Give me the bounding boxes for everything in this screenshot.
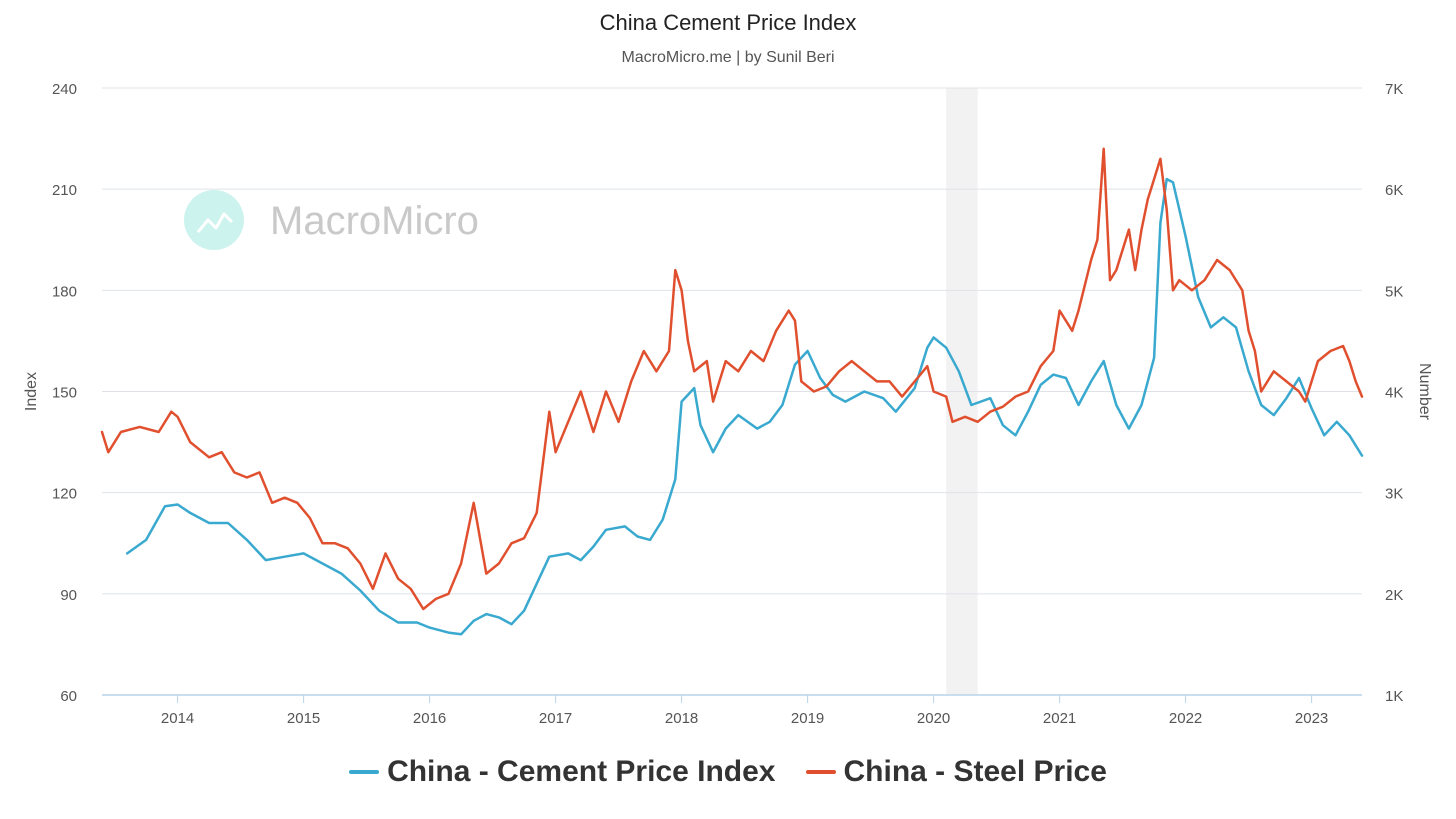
y-right-tick-label: 5K bbox=[1385, 283, 1403, 300]
chart-subtitle: MacroMicro.me | by Sunil Beri bbox=[621, 49, 835, 66]
legend: China - Cement Price Index China - Steel… bbox=[0, 755, 1456, 789]
legend-item-cement[interactable]: China - Cement Price Index bbox=[349, 755, 776, 789]
y-left-axis-title: Index bbox=[23, 372, 40, 411]
series-line-cement[interactable] bbox=[125, 177, 1364, 636]
x-tick-label: 2019 bbox=[791, 710, 824, 727]
x-tick-label: 2017 bbox=[539, 710, 572, 727]
y-left-tick-label: 210 bbox=[52, 182, 77, 199]
series-line-steel[interactable] bbox=[100, 147, 1364, 611]
y-right-tick-label: 4K bbox=[1385, 385, 1403, 402]
y-left-tick-label: 180 bbox=[52, 283, 77, 300]
x-tick-label: 2016 bbox=[413, 710, 446, 727]
y-right-tick-label: 1K bbox=[1385, 688, 1403, 705]
legend-item-steel[interactable]: China - Steel Price bbox=[805, 755, 1107, 789]
y-left-tick-label: 60 bbox=[60, 688, 77, 705]
x-tick-label: 2021 bbox=[1043, 710, 1076, 727]
y-right-tick-label: 2K bbox=[1385, 587, 1403, 604]
x-tick-label: 2018 bbox=[665, 710, 698, 727]
legend-label-cement: China - Cement Price Index bbox=[387, 755, 776, 788]
y-right-axis-title: Number bbox=[1416, 363, 1433, 421]
y-right-tick-label: 6K bbox=[1385, 182, 1403, 199]
legend-swatch-steel bbox=[805, 770, 836, 774]
x-tick-label: 2015 bbox=[287, 710, 320, 727]
watermark-logo-icon bbox=[184, 190, 244, 250]
x-tick-label: 2023 bbox=[1295, 710, 1328, 727]
legend-label-steel: China - Steel Price bbox=[843, 755, 1107, 788]
watermark-logo-chart-icon bbox=[196, 212, 234, 233]
y-left-tick-label: 240 bbox=[52, 81, 77, 98]
watermark-text: MacroMicro bbox=[270, 199, 479, 243]
y-left-tick-label: 120 bbox=[52, 486, 77, 503]
x-tick-label: 2014 bbox=[161, 710, 194, 727]
y-right-tick-label: 3K bbox=[1385, 486, 1403, 503]
chart-canvas: 60 90 120 150 180 210 240 1K 2K 3K 4K 5K 6K 7K 2014 201… bbox=[23, 81, 1433, 727]
legend-swatch-cement bbox=[349, 770, 380, 774]
y-left-tick-label: 90 bbox=[60, 587, 77, 604]
x-tick-label: 2020 bbox=[917, 710, 950, 727]
chart-title: China Cement Price Index bbox=[599, 10, 857, 35]
x-tick-label: 2022 bbox=[1169, 710, 1202, 727]
y-right-tick-label: 7K bbox=[1385, 81, 1403, 98]
y-left-tick-label: 150 bbox=[52, 385, 77, 402]
